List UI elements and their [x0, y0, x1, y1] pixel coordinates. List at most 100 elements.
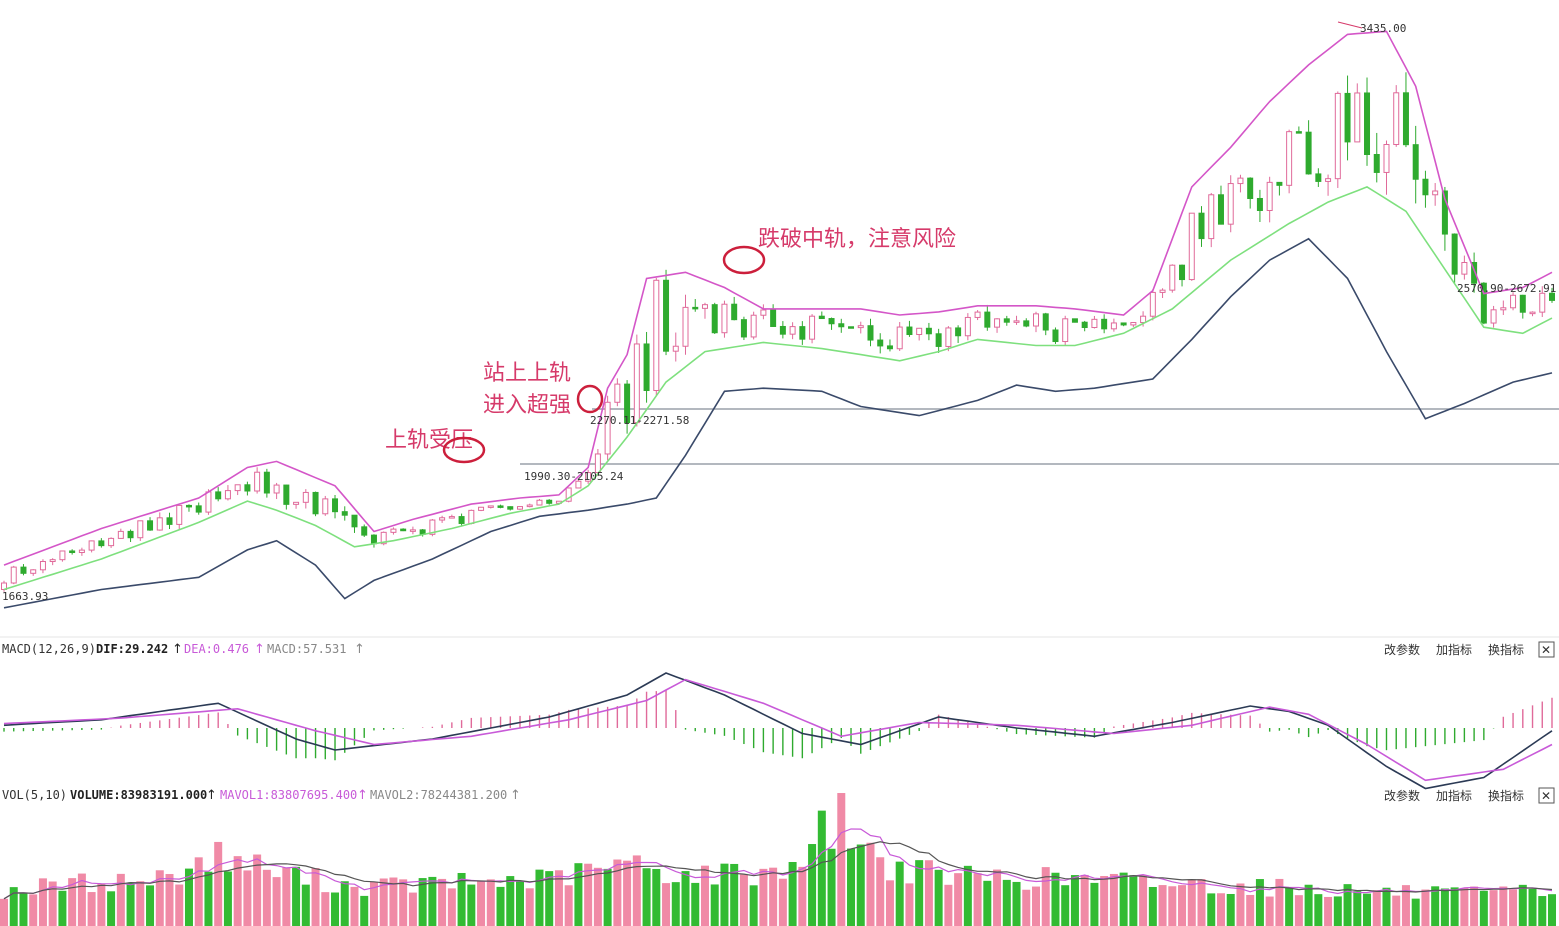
candle-body [770, 309, 777, 327]
candle-body [1237, 177, 1244, 185]
volume-bar [876, 857, 885, 926]
candle-body [877, 339, 884, 347]
volume-bar [1285, 887, 1294, 926]
volume-bar [262, 869, 271, 926]
volume-bar [681, 871, 690, 926]
volume-bar [58, 890, 67, 926]
candle-body [1013, 320, 1020, 323]
candlesticks [1, 72, 1555, 592]
add-indicator-button[interactable]: 加指标 [1436, 788, 1472, 803]
candle-body [69, 550, 76, 554]
candle-body [312, 491, 319, 515]
candle-body [195, 505, 202, 513]
candle-body [20, 566, 27, 574]
candle-body [205, 491, 212, 513]
candle-body [1354, 92, 1361, 143]
candle-body [653, 279, 660, 392]
candle-body [1208, 194, 1215, 240]
volume-bar [19, 892, 28, 926]
candle-body [30, 569, 37, 574]
volume-bar [730, 863, 739, 926]
candle-body [526, 504, 533, 508]
change-params-button[interactable]: 改参数 [1384, 788, 1420, 803]
annotation-circle-2 [576, 384, 604, 414]
close-icon[interactable] [1538, 641, 1555, 658]
candle-body [1480, 282, 1487, 324]
volume-bar [623, 860, 632, 926]
volume-bar [1226, 893, 1235, 926]
volume-bar [146, 885, 155, 926]
volume-bar [827, 848, 836, 926]
volume-bar [292, 866, 301, 926]
candle-body [39, 561, 46, 571]
candle-body [818, 315, 825, 320]
volume-bar [710, 884, 719, 926]
candle-body [1256, 197, 1263, 211]
candle-body [341, 511, 348, 516]
volume-bar [817, 810, 826, 926]
volume-bar [0, 898, 8, 926]
candle-body [906, 326, 913, 336]
volume-bar [1489, 890, 1498, 926]
swap-indicator-button[interactable]: 换指标 [1488, 788, 1524, 803]
candle-body [487, 505, 494, 508]
macd-value: MACD:57.531 [267, 642, 346, 656]
candle-body [1500, 307, 1507, 311]
volume-bar [915, 860, 924, 926]
volume-bar [1304, 884, 1313, 926]
annotation-circle-3 [722, 245, 766, 275]
peak-pointer-line [1337, 21, 1363, 29]
candle-body [1081, 321, 1088, 329]
candle-body [750, 314, 757, 338]
volume-bar [1538, 896, 1547, 926]
volume-bar [1100, 875, 1109, 926]
candle-body [565, 487, 572, 502]
volume-bar [428, 876, 437, 926]
candle-body [964, 316, 971, 337]
candle-body [351, 514, 358, 528]
candle-body [293, 501, 300, 505]
volume-bar [905, 883, 914, 926]
candle-body [672, 345, 679, 352]
close-icon-glyph: ✕ [1541, 789, 1551, 803]
candle-body [740, 319, 747, 338]
macd-buttons: 改参数 加指标 换指标 ✕ [1384, 641, 1555, 658]
add-indicator-button[interactable]: 加指标 [1436, 642, 1472, 657]
change-params-button[interactable]: 改参数 [1384, 642, 1420, 657]
volume-bar [1333, 896, 1342, 926]
volume-bar [1275, 878, 1284, 926]
candle-body [1295, 131, 1302, 134]
candle-body [1110, 322, 1117, 330]
close-icon[interactable] [1538, 787, 1555, 804]
volume-bar [1255, 879, 1264, 926]
volume-bar [1129, 875, 1138, 926]
volume-bar [165, 874, 174, 926]
volume-bar [369, 881, 378, 926]
volume-bar [321, 892, 330, 926]
volume-bar [233, 856, 242, 926]
volume-bar [1392, 895, 1401, 926]
candle-body [361, 526, 368, 536]
candle-body [1490, 309, 1497, 324]
volume-bar [662, 883, 671, 926]
candle-body [848, 326, 855, 329]
volume-bar [759, 868, 768, 926]
volume-bar [847, 848, 856, 926]
volume-bar [331, 892, 340, 926]
upper-bollinger-band [3, 30, 1553, 566]
volume-bar [340, 881, 349, 926]
volume-bar [214, 841, 223, 926]
candle-body [370, 534, 377, 545]
candle-body [789, 326, 796, 335]
up-arrow-icon: ↑ [357, 788, 368, 803]
volume-bar [934, 869, 943, 926]
vol-volume: VOLUME:83983191.000 [70, 788, 207, 802]
volume-bar [68, 878, 77, 926]
candle-body [283, 484, 290, 505]
macd-dea: DEA:0.476 [184, 642, 249, 656]
swap-indicator-button[interactable]: 换指标 [1488, 642, 1524, 657]
volume-bar [447, 888, 456, 926]
candle-body [185, 504, 192, 508]
annotation-super-strong: 进入超强 [483, 393, 571, 418]
candle-body [429, 519, 436, 535]
